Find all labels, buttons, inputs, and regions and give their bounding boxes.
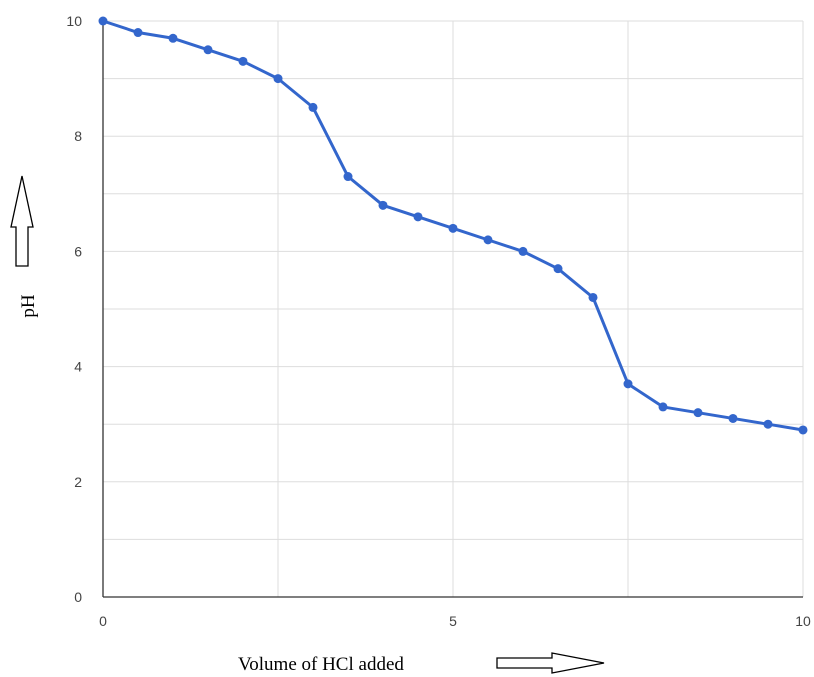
- y-tick-label: 10: [66, 13, 82, 29]
- data-point: [133, 28, 143, 38]
- data-point: [553, 264, 563, 274]
- y-tick-label: 6: [74, 243, 82, 259]
- data-point: [98, 16, 108, 26]
- data-point: [378, 200, 388, 210]
- y-tick-label: 2: [74, 474, 82, 490]
- x-tick-label: 10: [795, 613, 811, 629]
- y-tick-label: 8: [74, 128, 82, 144]
- data-point: [518, 246, 528, 256]
- data-point: [798, 425, 808, 435]
- data-point: [448, 223, 458, 233]
- data-point: [273, 74, 283, 84]
- y-axis-arrow-icon: [10, 175, 34, 267]
- x-axis-title: Volume of HCl added: [238, 654, 404, 675]
- data-point: [763, 419, 773, 429]
- data-point: [413, 212, 423, 222]
- grid: [103, 20, 804, 597]
- data-point: [728, 413, 738, 423]
- x-axis-arrow-icon: [496, 652, 605, 674]
- y-tick-label: 0: [74, 589, 82, 605]
- data-point: [238, 56, 248, 66]
- y-axis-title: pH: [18, 294, 39, 318]
- data-point: [483, 235, 493, 245]
- x-tick-label: 5: [449, 613, 457, 629]
- data-point: [623, 379, 633, 389]
- x-tick-label: 0: [99, 613, 107, 629]
- series-group: [98, 16, 808, 435]
- data-point: [343, 172, 353, 182]
- axes: [102, 21, 803, 598]
- data-point: [168, 33, 178, 43]
- y-tick-labels: 0 2 4 6 8 10: [66, 13, 82, 605]
- data-point: [693, 408, 703, 418]
- data-point: [308, 102, 318, 112]
- data-point: [588, 292, 598, 302]
- y-tick-label: 4: [74, 359, 82, 375]
- data-point: [203, 45, 213, 55]
- data-point: [658, 402, 668, 412]
- x-tick-labels: 0 5 10: [99, 613, 811, 629]
